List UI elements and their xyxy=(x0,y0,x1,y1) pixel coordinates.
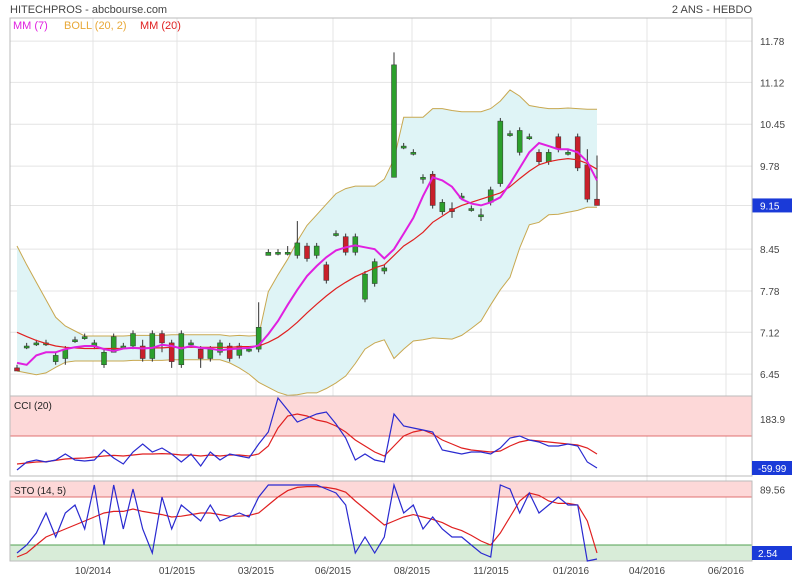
candle-body xyxy=(410,152,417,155)
candle-body xyxy=(188,342,194,346)
candle-body xyxy=(265,252,272,256)
candle-body xyxy=(130,333,136,347)
candle-body xyxy=(323,264,330,281)
x-tick-label: 01/2015 xyxy=(159,566,196,577)
candle-body xyxy=(429,173,436,206)
cci-y-tick-label: 183.9 xyxy=(760,415,785,426)
candle-body xyxy=(313,245,320,256)
x-tick-label: 06/2016 xyxy=(708,566,745,577)
sto-last-tag xyxy=(752,546,792,560)
candle-body xyxy=(110,336,117,353)
cci-title: CCI (20) xyxy=(14,401,52,412)
bollinger-band-fill xyxy=(17,89,597,396)
y-tick-label: 10.45 xyxy=(760,120,785,131)
y-tick-label: 6.45 xyxy=(760,370,780,381)
sto-y-tick-label: 89.56 xyxy=(760,485,785,496)
candle-body xyxy=(246,348,252,352)
candle-body xyxy=(23,345,30,349)
candle-body xyxy=(14,367,20,372)
sto-panel-frame xyxy=(9,480,753,562)
x-tick-label: 10/2014 xyxy=(75,566,112,577)
candle-body xyxy=(565,152,571,155)
candle-body xyxy=(536,152,542,162)
mm20-line xyxy=(16,157,598,350)
candle-body xyxy=(516,130,523,153)
sto-last-value: 2.54 xyxy=(758,549,778,560)
candle-body xyxy=(139,345,146,359)
candle-body xyxy=(72,339,78,343)
candle-body xyxy=(468,208,475,211)
last-price-value: 9.15 xyxy=(760,201,780,212)
period-label: 2 ANS - HEBDO xyxy=(671,4,752,16)
candle-body xyxy=(294,242,301,256)
cci-value-line xyxy=(16,396,598,471)
candle-body xyxy=(159,333,165,344)
candle-body xyxy=(400,145,407,149)
x-tick-label: 03/2015 xyxy=(238,566,275,577)
bollinger-lower-line xyxy=(16,206,597,396)
candle-body xyxy=(478,214,484,218)
candle-body xyxy=(362,273,368,300)
sto-value-line xyxy=(16,482,598,562)
candle-body xyxy=(545,152,552,162)
y-tick-label: 11.12 xyxy=(760,78,785,89)
candle-body xyxy=(507,133,513,136)
candle-body xyxy=(33,342,40,346)
cci-last-tag xyxy=(752,460,792,475)
candle-body xyxy=(197,348,204,359)
candle-body xyxy=(391,64,397,178)
candle-body xyxy=(333,233,339,236)
candle-body xyxy=(284,252,291,255)
candle-body xyxy=(304,245,310,259)
candle-body xyxy=(255,327,262,350)
sto-oversold-zone xyxy=(10,545,752,561)
candle-body xyxy=(275,252,281,255)
candle-body xyxy=(381,267,388,272)
candle-body xyxy=(555,136,562,150)
cci-signal-line xyxy=(16,413,598,465)
candle-body xyxy=(52,355,59,362)
candle-body xyxy=(226,345,233,359)
x-tick-label: 11/2015 xyxy=(473,566,509,577)
y-tick-label: 9.78 xyxy=(760,162,780,173)
candle-body xyxy=(342,236,349,253)
x-tick-label: 04/2016 xyxy=(629,566,666,577)
sto-title: STO (14, 5) xyxy=(14,486,66,497)
legend-boll: BOLL (20, 2) xyxy=(64,20,127,32)
y-tick-label: 8.45 xyxy=(760,245,780,256)
x-tick-label: 06/2015 xyxy=(315,566,352,577)
x-tick-label: 01/2016 xyxy=(553,566,590,577)
candle-body xyxy=(168,342,175,362)
y-tick-label: 7.78 xyxy=(760,287,780,298)
candle-body xyxy=(526,136,533,139)
candle-body xyxy=(149,333,156,359)
y-tick-label: 7.12 xyxy=(760,328,780,339)
x-tick-label: 08/2015 xyxy=(394,566,431,577)
mm7-line xyxy=(16,141,598,366)
last-price-tag xyxy=(752,198,792,213)
candle-body xyxy=(207,348,214,359)
sto-signal-line xyxy=(16,486,598,558)
sto-overbought-zone xyxy=(10,481,752,497)
candle-body xyxy=(594,198,600,206)
price-panel-frame xyxy=(9,17,753,397)
cci-last-value: -59.99 xyxy=(758,464,787,475)
cci-overbought-zone xyxy=(10,396,752,436)
candle-body xyxy=(439,202,446,212)
candle-body xyxy=(81,336,88,339)
candle-body xyxy=(420,177,426,180)
candle-body xyxy=(497,120,504,184)
legend-mm20: MM (20) xyxy=(140,20,181,32)
y-tick-label: 11.78 xyxy=(760,37,785,48)
candle-body xyxy=(101,352,107,366)
candle-body xyxy=(371,261,378,284)
candle-body xyxy=(584,164,591,200)
legend-mm7: MM (7) xyxy=(13,20,48,32)
chart-title: HITECHPROS - abcbourse.com xyxy=(10,4,168,16)
